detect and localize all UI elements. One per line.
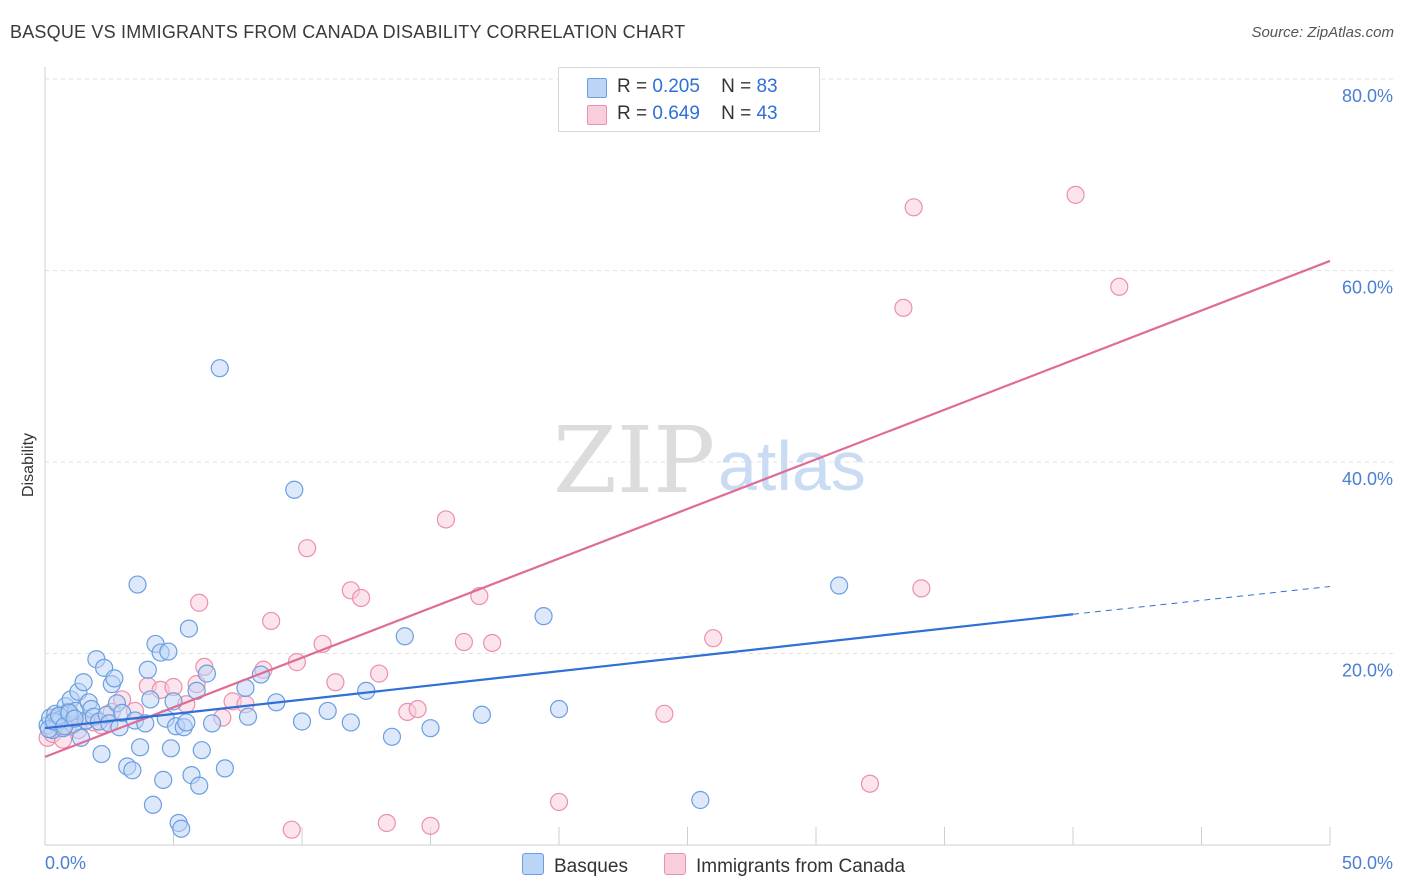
- y-tick-label: 40.0%: [1342, 469, 1393, 489]
- canada-point: [1066, 185, 1085, 204]
- tick-labels: 20.0% 40.0% 60.0% 80.0% 0.0% 50.0%: [45, 86, 1393, 873]
- basque-point: [161, 739, 181, 758]
- basque-point: [238, 707, 258, 726]
- basque-point: [65, 709, 84, 728]
- canada-point: [904, 198, 923, 217]
- y-axis-label: Disability: [20, 433, 37, 497]
- source-note: Source: ZipAtlas.com: [1251, 24, 1394, 41]
- basque-point: [190, 776, 209, 795]
- basque-trend-extension: [1072, 585, 1331, 615]
- canada-point: [912, 579, 931, 598]
- basque-point: [197, 664, 217, 683]
- basque-point: [382, 727, 402, 746]
- canada-point: [326, 673, 345, 692]
- legend-n-label: N =: [721, 103, 752, 124]
- basque-point: [154, 770, 173, 789]
- basque-point: [143, 795, 163, 814]
- trend-lines: [44, 259, 1331, 758]
- legend-r-value-basques: 0.205: [652, 76, 700, 97]
- canada-point: [894, 298, 913, 317]
- basque-point: [691, 790, 710, 810]
- basque-point: [395, 627, 414, 646]
- basque-trend-line: [44, 613, 1074, 730]
- basque-point: [172, 819, 191, 838]
- canada-point: [483, 633, 502, 653]
- canada-point: [370, 664, 389, 683]
- legend-r-value-canada: 0.649: [652, 103, 700, 124]
- basque-point: [177, 713, 196, 732]
- canada-point: [704, 629, 723, 648]
- basque-point: [202, 714, 222, 733]
- basque-point: [74, 673, 93, 692]
- canada-trend-line: [44, 259, 1331, 758]
- series-label-basques: Basques: [554, 856, 628, 877]
- series-label-canada: Immigrants from Canada: [696, 856, 906, 877]
- canada-point: [454, 632, 474, 652]
- basque-point: [192, 741, 211, 760]
- canada-point: [282, 820, 301, 839]
- basque-point: [179, 619, 199, 638]
- basque-point: [105, 669, 124, 688]
- canada-point: [262, 611, 281, 631]
- basque-point: [128, 575, 147, 594]
- canada-point: [436, 510, 456, 529]
- basque-point: [285, 480, 304, 499]
- basque-point: [123, 761, 142, 780]
- legend-r-label: R =: [617, 103, 648, 124]
- basque-point: [159, 642, 178, 661]
- series-swatch-blue: [522, 853, 544, 875]
- legend-r-label: R =: [617, 76, 648, 97]
- y-tick-label: 60.0%: [1342, 278, 1393, 298]
- legend-swatch-pink: [587, 105, 607, 125]
- basque-point: [534, 607, 553, 626]
- basque-point: [141, 690, 160, 709]
- canada-point: [190, 593, 209, 612]
- canada-point: [421, 816, 440, 835]
- watermark-atlas: atlas: [718, 427, 866, 505]
- basque-point: [830, 576, 849, 595]
- basque-point: [421, 719, 440, 738]
- canada-point: [1110, 277, 1129, 296]
- canada-point: [298, 539, 317, 558]
- basque-point: [130, 738, 150, 757]
- legend-n-value-basques: 83: [756, 76, 778, 97]
- basque-point: [341, 713, 360, 732]
- canada-point: [408, 699, 427, 719]
- x-tick-label-min: 0.0%: [45, 853, 86, 873]
- y-tick-label: 80.0%: [1342, 86, 1393, 106]
- legend-swatch-blue: [587, 78, 607, 98]
- series-swatch-pink: [664, 853, 686, 875]
- basque-point: [92, 744, 111, 764]
- basque-point: [318, 701, 337, 721]
- basque-point: [210, 359, 229, 378]
- grid-lines: [45, 78, 1395, 654]
- y-tick-label: 20.0%: [1342, 661, 1393, 681]
- correlation-legend: R = 0.205 N = 83 R = 0.649 N = 43: [558, 67, 820, 132]
- blue-points: [38, 359, 849, 838]
- basque-point: [292, 712, 312, 731]
- canada-point: [377, 813, 396, 833]
- canada-point: [549, 792, 569, 812]
- basque-point: [549, 699, 569, 719]
- basque-point: [215, 759, 234, 778]
- series-legend-basques: Basques: [522, 853, 628, 878]
- legend-n-label: N =: [721, 76, 752, 97]
- canada-point: [655, 704, 674, 723]
- basque-point: [138, 660, 157, 679]
- legend-n-value-canada: 43: [756, 103, 778, 124]
- watermark-zip: ZIP: [553, 407, 715, 514]
- basque-point: [472, 705, 491, 724]
- canada-point: [352, 588, 371, 608]
- canada-point: [860, 774, 880, 793]
- x-tick-label-max: 50.0%: [1342, 853, 1393, 873]
- series-legend-canada: Immigrants from Canada: [664, 853, 905, 878]
- chart-title: BASQUE VS IMMIGRANTS FROM CANADA DISABIL…: [10, 22, 686, 42]
